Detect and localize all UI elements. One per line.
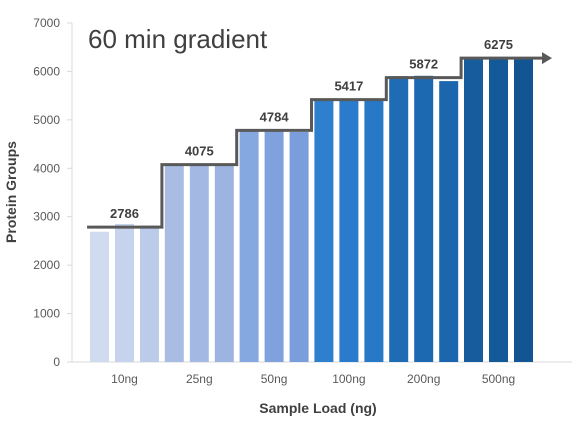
bar-200ng-rep2: [414, 75, 434, 362]
bar-100ng-rep1: [314, 99, 334, 362]
bar-10ng-rep1: [90, 231, 109, 362]
y-tick-label: 0: [53, 355, 60, 369]
x-tick-label: 50ng: [261, 372, 288, 386]
y-tick-label: 7000: [33, 16, 60, 30]
bar-100ng-rep2: [339, 99, 359, 362]
y-tick-label: 4000: [33, 161, 60, 175]
y-tick-label: 2000: [33, 258, 60, 272]
bar-25ng-rep3: [214, 165, 234, 362]
bar-50ng-rep2: [264, 130, 284, 362]
chart-title: 60 min gradient: [88, 24, 268, 54]
bar-10ng-rep2: [115, 223, 134, 362]
bar-500ng-rep2: [489, 56, 508, 363]
bar-50ng-rep3: [289, 131, 309, 362]
x-axis: 10ng 25ng 50ng 100ng 200ng 500ng: [72, 361, 572, 386]
y-axis: 0 1000 2000 3000 4000 5000 6000 7000: [33, 16, 73, 369]
x-axis-title: Sample Load (ng): [259, 400, 376, 416]
bars: [90, 56, 533, 363]
y-tick-label: 1000: [33, 307, 60, 321]
y-tick-label: 5000: [33, 113, 60, 127]
bar-25ng-rep1: [164, 165, 184, 362]
bar-25ng-rep2: [189, 163, 209, 362]
y-axis-title: Protein Groups: [3, 141, 19, 243]
x-tick-label: 500ng: [482, 372, 515, 386]
mean-label: 5872: [409, 57, 438, 72]
mean-label: 6275: [484, 37, 513, 52]
bar-10ng-rep3: [140, 225, 159, 362]
x-tick-label: 10ng: [111, 372, 138, 386]
bar-200ng-rep1: [389, 76, 409, 363]
y-tick-label: 6000: [33, 64, 60, 78]
mean-label: 4075: [185, 144, 214, 159]
step-labels: 2786 4075 4784 5417 5872 6275: [110, 37, 513, 221]
mean-label: 5417: [334, 79, 363, 94]
mean-label: 4784: [260, 109, 290, 124]
mean-label: 2786: [110, 206, 139, 221]
arrowhead: [542, 52, 552, 65]
bar-100ng-rep3: [364, 100, 384, 362]
x-tick-label: 200ng: [407, 372, 440, 386]
mean-step-line: [87, 56, 544, 229]
y-tick-label: 3000: [33, 210, 60, 224]
bar-50ng-rep1: [239, 129, 259, 362]
bar-500ng-rep1: [464, 58, 483, 362]
x-tick-label: 100ng: [332, 372, 365, 386]
bar-200ng-rep3: [439, 81, 459, 362]
step-line: [87, 52, 552, 229]
x-tick-label: 25ng: [186, 372, 213, 386]
bar-500ng-rep3: [514, 58, 533, 362]
